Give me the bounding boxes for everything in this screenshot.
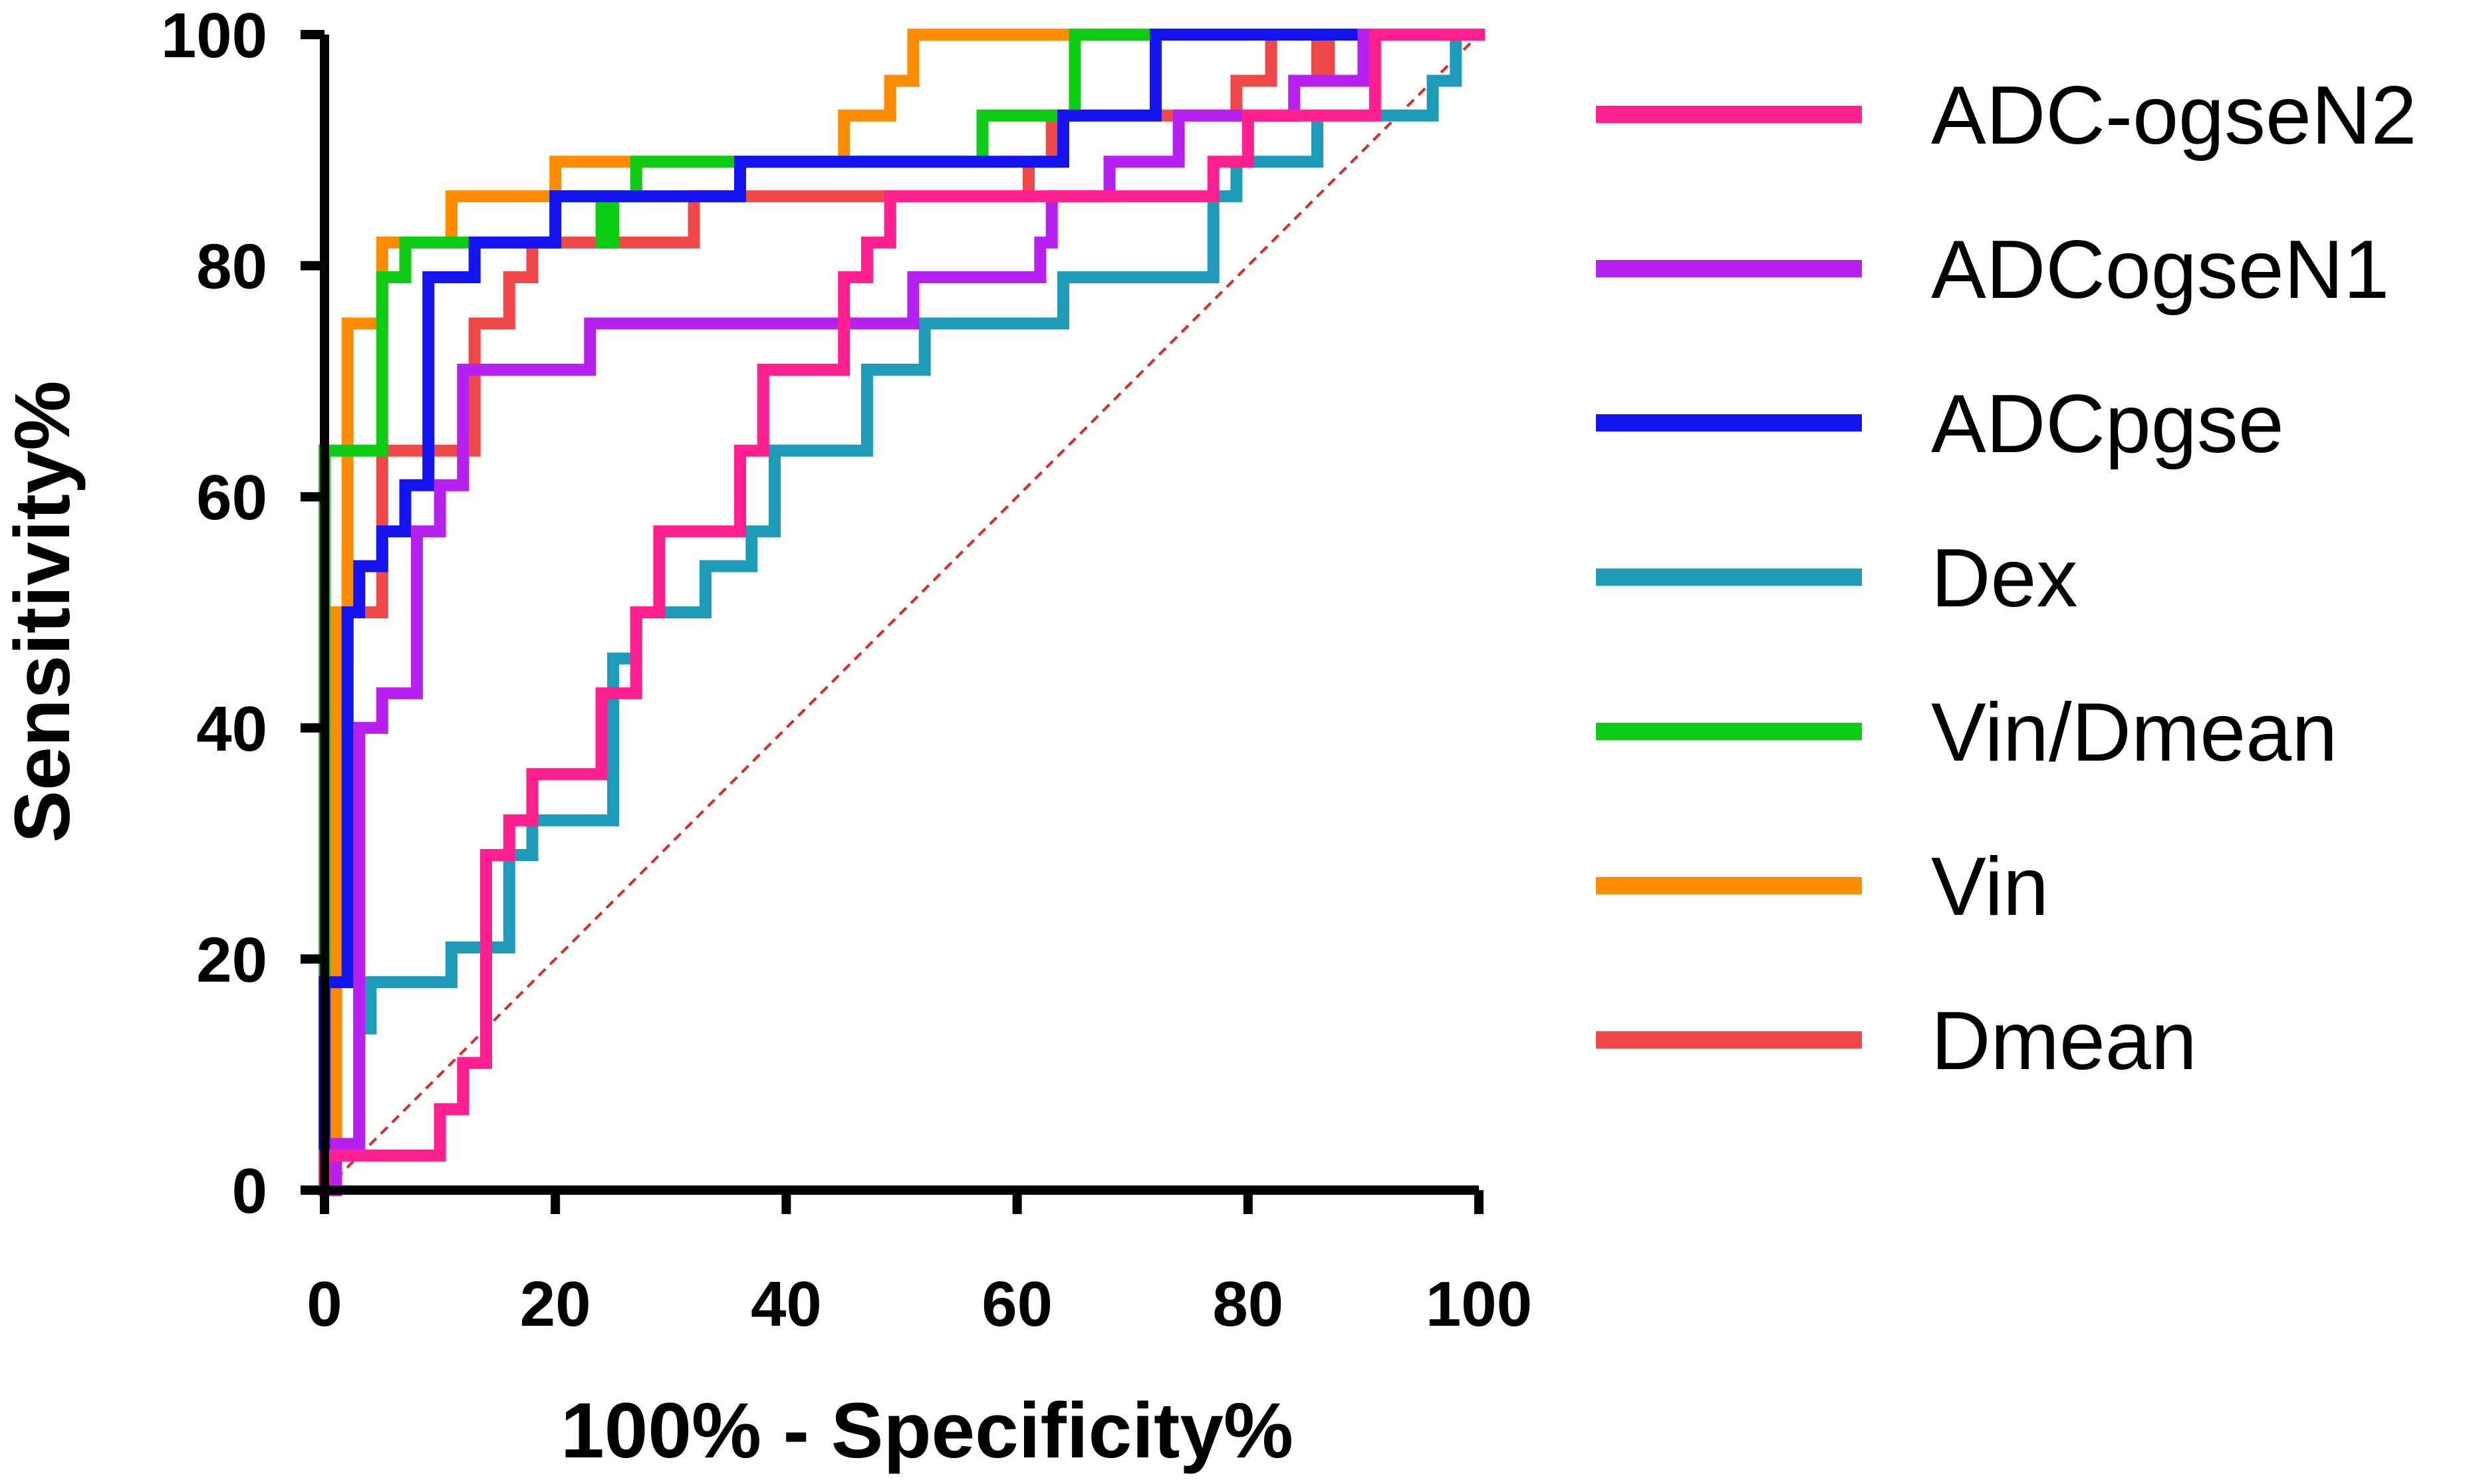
legend: ADC-ogseN2 ADCogseN1 ADCpgse Dex Vin/Dmean Vi… (1596, 70, 2417, 1087)
x-tick-label: 0 (307, 1269, 342, 1340)
x-tick-label: 40 (751, 1269, 822, 1340)
x-axis-title: 100% - Specificity% (561, 1387, 1293, 1475)
x-tick-label: 60 (981, 1269, 1053, 1340)
y-tick-label: 0 (232, 1156, 267, 1227)
tick-layer: 0 20 40 60 80 100 0 20 40 60 80 100 (161, 0, 1532, 1340)
y-tick-label: 60 (196, 462, 267, 533)
legend-label-adcpgse: ADCpgse (1931, 378, 2284, 470)
series-line-adcpgse (319, 29, 1485, 1196)
legend-label-dex: Dex (1931, 533, 2078, 624)
legend-label-vin-dmean: Vin/Dmean (1931, 687, 2337, 779)
reference-diagonal-line (323, 33, 1480, 1191)
series-line-adc-ogsen2 (319, 29, 1485, 1196)
y-tick-label: 40 (196, 693, 267, 765)
series-line-adcogsen1 (319, 29, 1485, 1196)
x-tick-label: 80 (1212, 1269, 1283, 1340)
legend-label-dmean: Dmean (1931, 995, 2197, 1087)
series-line-vin-dmean (319, 29, 1485, 1196)
y-tick-label: 20 (196, 924, 267, 995)
x-tick-label: 20 (520, 1269, 591, 1340)
legend-label-adc-ogsen2: ADC-ogseN2 (1931, 70, 2417, 162)
x-tick-label: 100 (1426, 1269, 1532, 1340)
legend-label-adcogsen1: ADCogseN1 (1931, 224, 2389, 316)
y-axis-title: Sensitivity% (0, 380, 86, 842)
axes-layer (320, 35, 1479, 1195)
y-tick-label: 80 (196, 231, 267, 303)
reference-layer (323, 33, 1480, 1191)
series-line-dex (319, 29, 1485, 1196)
legend-label-vin: Vin (1931, 841, 2049, 933)
series-layer (319, 29, 1485, 1196)
y-tick-label: 100 (161, 0, 267, 71)
